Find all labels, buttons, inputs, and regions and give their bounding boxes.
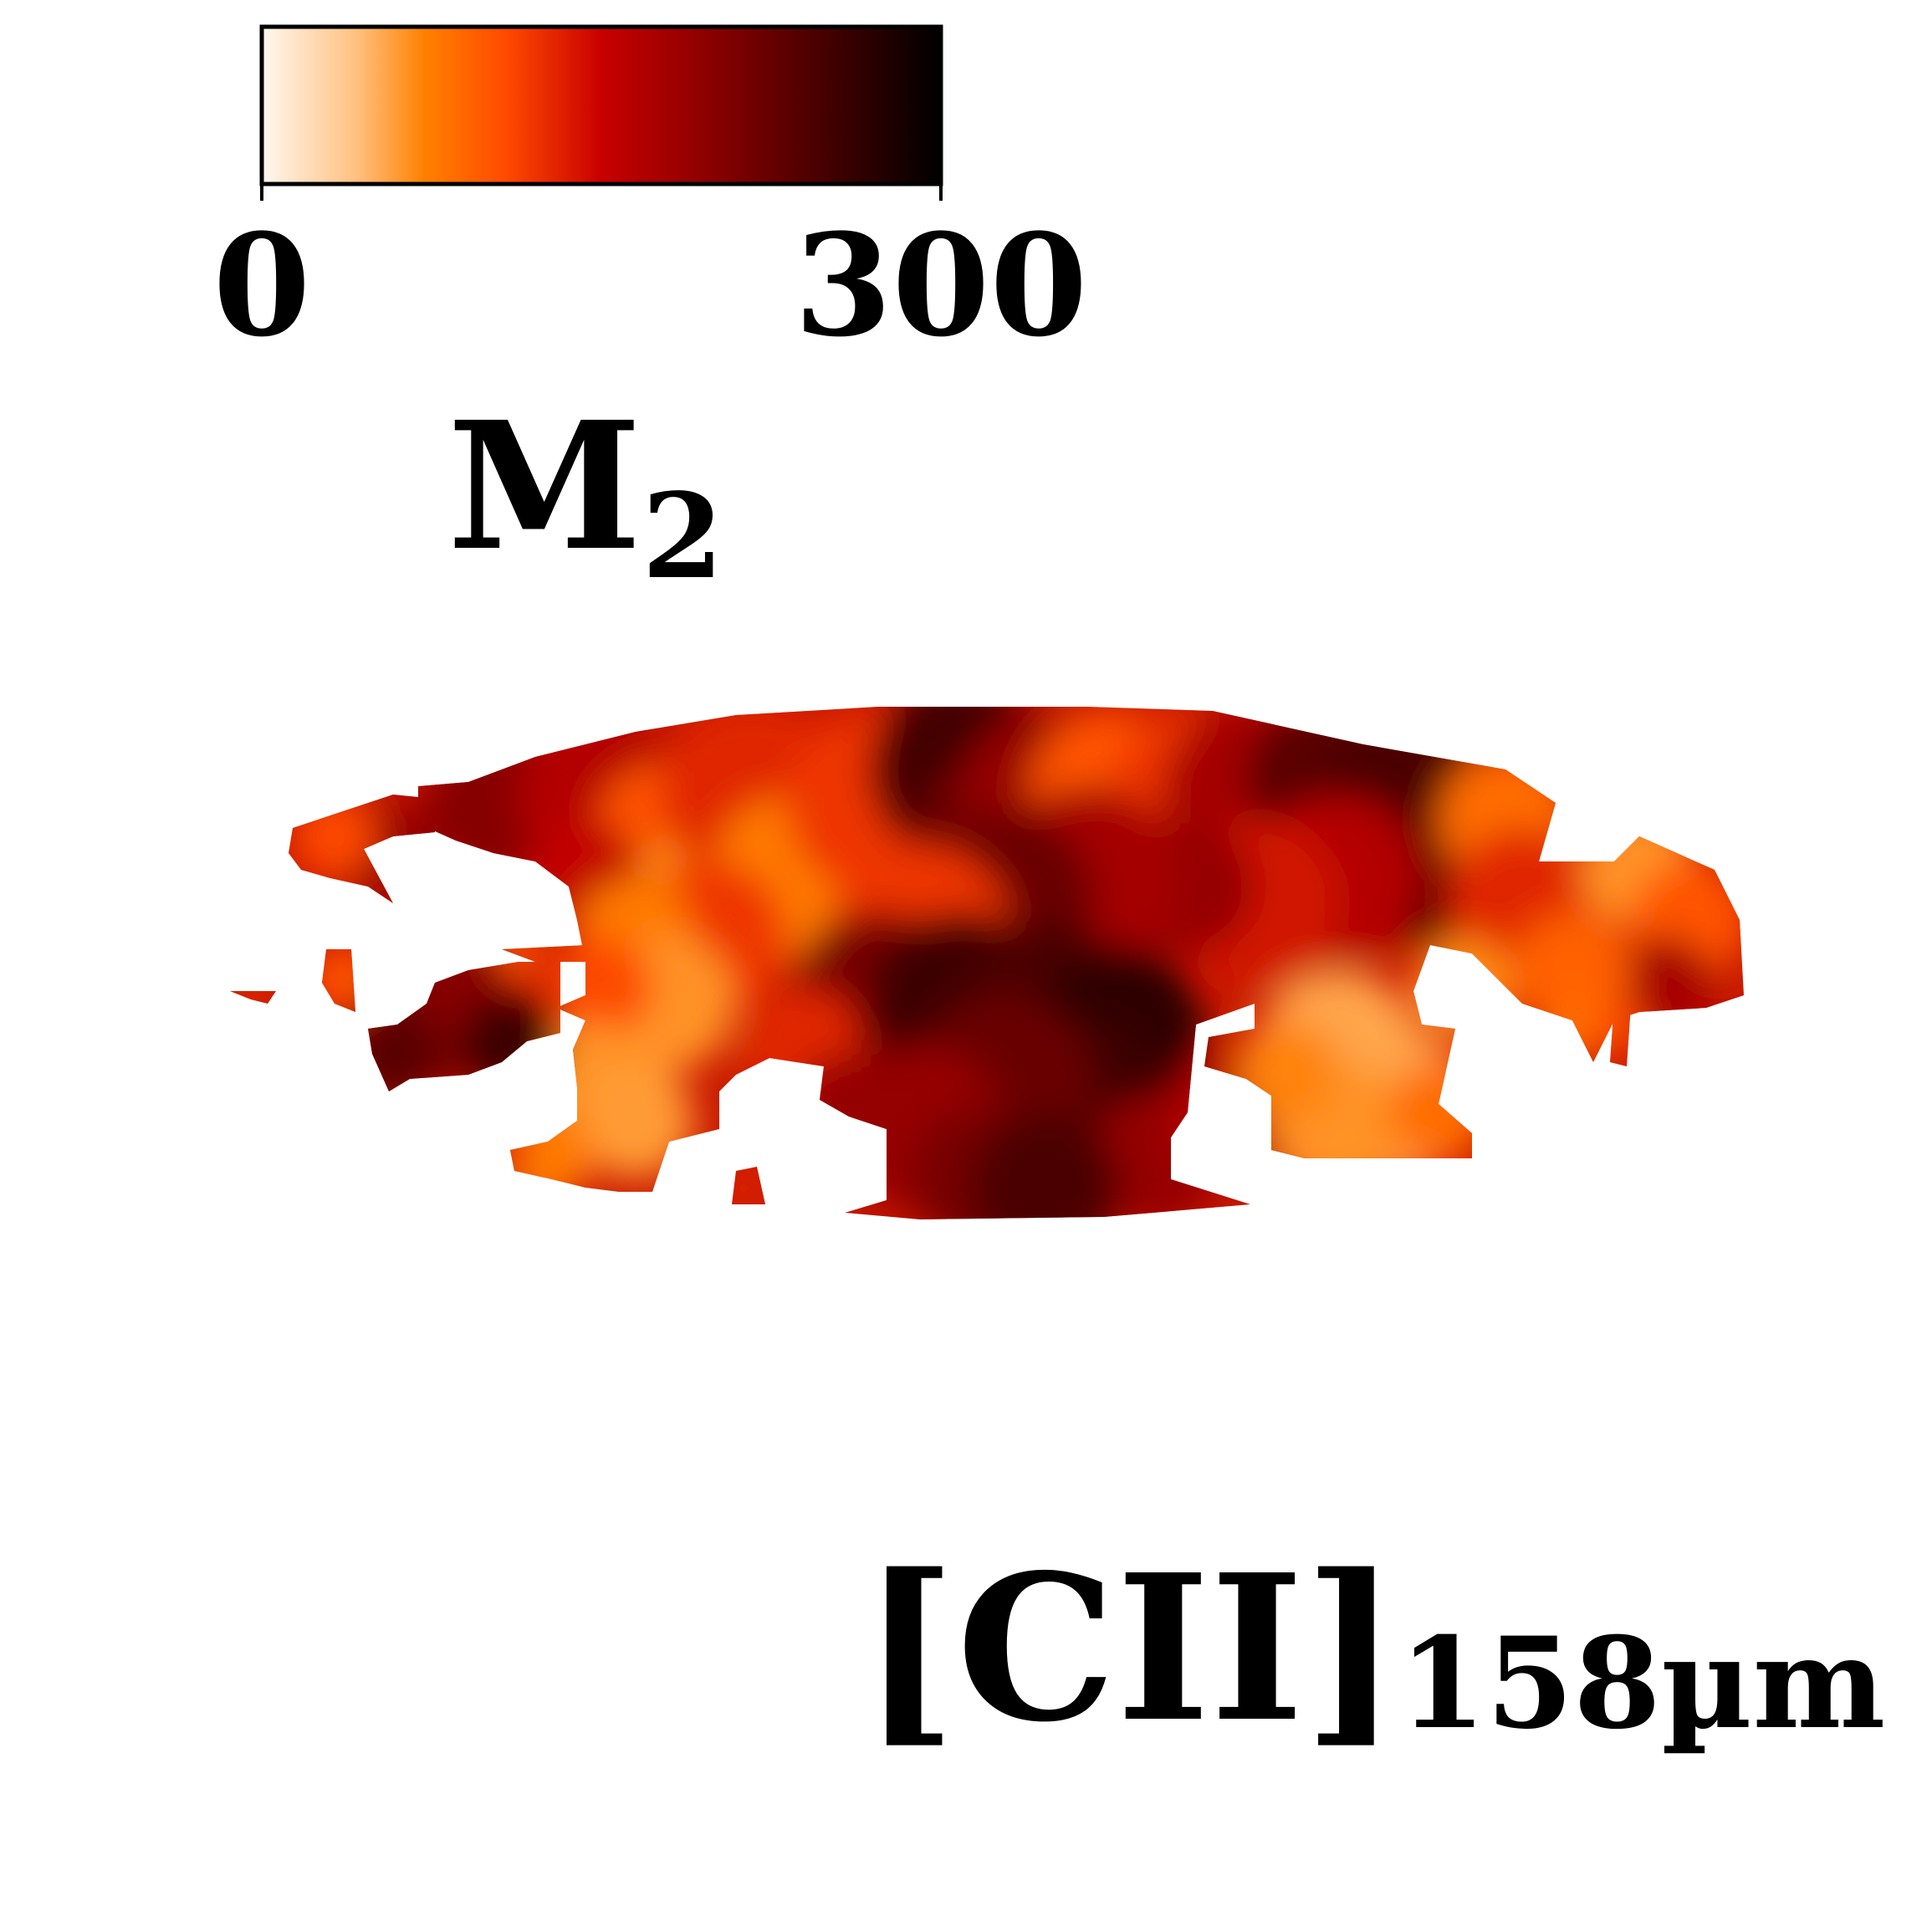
heatmap-blob [1413,937,1514,1037]
heatmap-blob [1514,912,1631,1029]
heatmap-blob [1238,1020,1338,1121]
heatmap-blob [577,1062,694,1179]
heatmap-blob [309,945,376,1012]
heatmap-blob [443,1104,527,1188]
quantity-main: M [447,383,641,590]
heatmap-blob [1597,1004,1648,1054]
colorbar-gradient [259,24,943,187]
heatmap-blob [493,1104,594,1204]
colorbar-quantity-label: M2 [447,383,723,606]
colorbar-tick-label-max: 300 [795,202,1088,368]
heatmap-blob [552,937,652,1037]
line-label: [CII]158µm [861,1531,1885,1766]
line-label-subscript: 158µm [1399,1610,1886,1757]
heatmap-blob [723,1167,765,1209]
heatmap-blob [460,995,560,1096]
heatmap-blob [234,980,268,1014]
heatmap-blob [970,1112,1121,1219]
heatmap-blob [293,795,376,878]
heatmap-blob [1388,1062,1489,1163]
heatmap-blob [343,1004,443,1104]
line-label-main: [CII] [861,1531,1399,1766]
colorbar-tick-label-min: 0 [213,202,311,368]
heatmap-blob [1539,995,1606,1062]
heatmap-map [230,707,1744,1219]
colorbar: 0 300 M2 [213,24,1088,606]
quantity-subscript: 2 [641,468,723,606]
heatmap-blobs [234,707,1744,1219]
heatmap-blob [795,1054,895,1154]
